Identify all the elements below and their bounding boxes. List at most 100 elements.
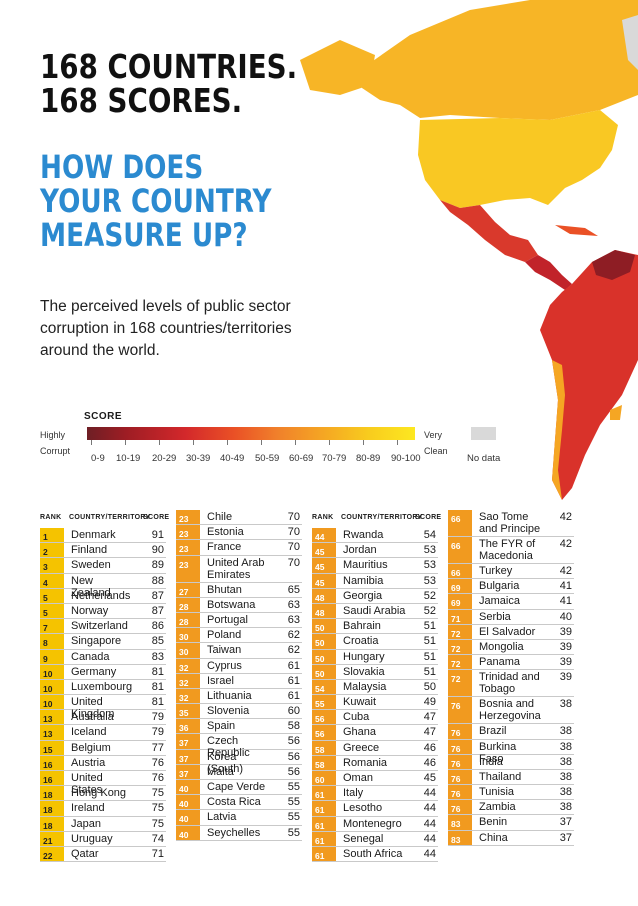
rank-cell: 50 <box>312 664 336 679</box>
map-chile <box>552 360 565 500</box>
question-heading: HOW DOES YOUR COUNTRY MEASURE UP? <box>40 150 302 252</box>
header-score: SCORE <box>143 514 170 521</box>
score-cell: 70 <box>287 541 300 554</box>
score-cell: 60 <box>287 705 300 718</box>
rank-cell: 56 <box>312 725 336 740</box>
country-cell: Bhutan <box>207 583 242 596</box>
score-cell: 55 <box>287 826 300 839</box>
score-cell: 38 <box>559 770 572 783</box>
country-cell: Canada <box>71 650 110 663</box>
score-cell: 85 <box>151 635 164 648</box>
rank-cell: 76 <box>448 785 472 800</box>
legend-range-label: 0-9 <box>91 453 105 464</box>
legend-tick <box>397 440 398 445</box>
score-cell: 52 <box>423 604 436 617</box>
headline: 168 COUNTRIES. 168 SCORES. <box>40 50 297 118</box>
score-cell: 52 <box>423 589 436 602</box>
country-cell: United States <box>71 772 103 796</box>
score-cell: 65 <box>287 583 300 596</box>
score-cell: 42 <box>559 565 572 577</box>
table-row: 58 Greece 46 <box>312 740 438 756</box>
score-cell: 61 <box>287 674 300 687</box>
rank-cell: 76 <box>448 697 472 724</box>
country-cell: Senegal <box>343 832 384 845</box>
legend-tick <box>227 440 228 445</box>
country-cell: Mauritius <box>343 559 388 572</box>
country-cell: Benin <box>479 816 508 829</box>
country-cell: Japan <box>71 817 101 830</box>
score-cell: 58 <box>287 720 300 733</box>
rank-cell: 48 <box>312 603 336 619</box>
country-cell: New Zealand <box>71 574 111 599</box>
score-cell: 70 <box>287 556 300 569</box>
table-row: 23 Estonia 70 <box>176 525 302 541</box>
score-cell: 53 <box>423 574 436 587</box>
country-cell: Bulgaria <box>479 580 520 593</box>
rank-cell: 45 <box>312 573 336 588</box>
country-cell: Trinidad and Tobago <box>479 671 540 696</box>
score-cell: 81 <box>151 680 164 693</box>
score-cell: 38 <box>559 740 572 753</box>
rank-cell: 7 <box>40 619 64 634</box>
rank-cell: 28 <box>176 597 200 612</box>
table-row: 37 Malta 56 <box>176 764 302 780</box>
score-cell: 39 <box>559 671 572 684</box>
country-cell: Panama <box>479 656 520 669</box>
legend-low-label: Highly Corrupt <box>40 427 70 459</box>
table-row: 16 Austria 76 <box>40 755 166 771</box>
rank-cell: 61 <box>312 801 336 816</box>
rank-cell: 32 <box>176 673 200 688</box>
rank-cell: 10 <box>40 695 64 710</box>
country-cell: Italy <box>343 787 364 800</box>
table-row: 76 Brazil 38 <box>448 724 574 740</box>
intro-line-2: corruption in 168 countries/territories <box>40 320 292 337</box>
rank-cell: 61 <box>312 846 336 862</box>
legend-tick <box>261 440 262 445</box>
rank-cell: 13 <box>40 725 64 740</box>
table-row: 66 Turkey 42 <box>448 564 574 580</box>
score-cell: 55 <box>287 811 300 824</box>
table-row: 61 Senegal 44 <box>312 831 438 847</box>
rank-cell: 45 <box>312 558 336 573</box>
table-row: 83 Benin 37 <box>448 815 574 831</box>
score-cell: 56 <box>287 765 300 778</box>
rank-cell: 32 <box>176 658 200 673</box>
country-cell: China <box>479 831 508 844</box>
table-row: 66 The FYR of Macedonia 42 <box>448 537 574 564</box>
country-cell: Spain <box>207 720 236 733</box>
score-cell: 44 <box>423 817 436 830</box>
table-row: 28 Portugal 63 <box>176 612 302 629</box>
table-row: 37 Korea (South) 56 <box>176 749 302 775</box>
country-cell: Sweden <box>71 559 111 572</box>
rank-cell: 58 <box>312 755 336 770</box>
score-cell: 51 <box>423 620 436 633</box>
rank-cell: 76 <box>448 769 472 785</box>
country-cell: Thailand <box>479 770 522 783</box>
table-row: 61 South Africa 44 <box>312 846 438 863</box>
rank-cell: 30 <box>176 628 200 643</box>
table-row: 10 Germany 81 <box>40 664 166 680</box>
table-row: 5 Norway 87 <box>40 603 166 620</box>
table-row: 18 Japan 75 <box>40 816 166 832</box>
country-cell: Costa Rica <box>207 796 261 809</box>
score-cell: 77 <box>151 741 164 754</box>
table-row: 7 Switzerland 86 <box>40 619 166 635</box>
score-cell: 37 <box>559 816 572 829</box>
rank-cell: 58 <box>312 740 336 755</box>
score-cell: 53 <box>423 559 436 572</box>
rank-cell: 76 <box>448 754 472 769</box>
country-cell: Slovakia <box>343 665 385 678</box>
table-row: 83 China 37 <box>448 830 574 846</box>
ranking-column-4: 66 Sao Tome and Principe 42 66 The FYR of Ma… <box>448 510 574 846</box>
country-cell: Brazil <box>479 725 507 738</box>
country-cell: Georgia <box>343 589 383 602</box>
question-line-1: HOW DOES <box>40 148 204 186</box>
table-row: 28 Botswana 63 <box>176 597 302 613</box>
rank-cell: 76 <box>448 724 472 739</box>
rank-cell: 32 <box>176 688 200 704</box>
score-cell: 70 <box>287 526 300 539</box>
table-row: 54 Malaysia 50 <box>312 679 438 696</box>
legend-tick <box>329 440 330 445</box>
score-cell: 53 <box>423 544 436 557</box>
